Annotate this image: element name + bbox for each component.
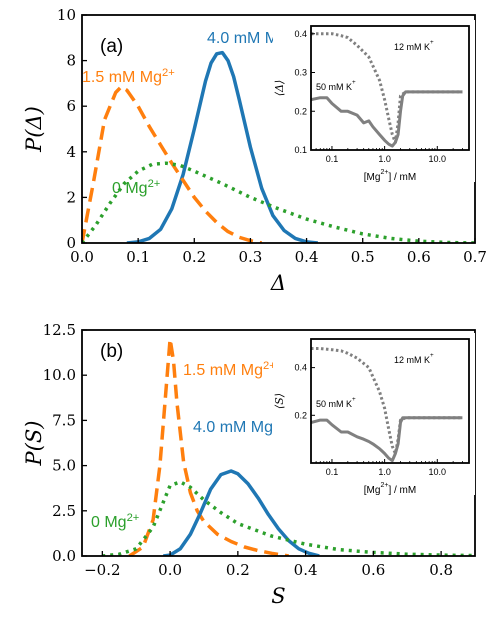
y-tick-label: 5.0	[52, 457, 76, 475]
inset-y-tick-label: 0.4	[294, 29, 307, 39]
inset-series-line-1	[311, 416, 463, 463]
x-tick-label: 0.0	[70, 248, 94, 266]
series-line-0	[128, 337, 289, 556]
y-tick-label: 6	[66, 97, 76, 115]
x-tick-label: 0.4	[295, 248, 319, 266]
series-label-1-text: 1.5 mM Mg	[82, 69, 162, 86]
inset-series-label-0-text: 12 mM K	[394, 42, 430, 52]
inset-x-tick-label: 1.0	[378, 154, 391, 164]
series-label-1: 4.0 mM Mg2+	[193, 417, 286, 436]
panel-a: 4.0 mM Mg2+1.5 mM Mg2+0 Mg2+0.00.10.20.3…	[22, 6, 487, 295]
y-tick-label: 0.0	[52, 547, 76, 565]
inset: 12 mM K+50 mM K+0.1 1.0 10.00.10.20.30.4[M…	[273, 20, 475, 183]
series-line-1	[82, 85, 263, 243]
series-label-2-text: 0 Mg	[91, 514, 127, 531]
inset-x-axis-label-sup: 2+	[380, 482, 388, 489]
y-axis-label: P(Δ)	[22, 106, 46, 153]
x-tick-label: 0.6	[361, 561, 385, 579]
x-tick-label: −0.2	[84, 561, 120, 579]
series-line-1	[163, 469, 320, 556]
series-line-2	[82, 161, 475, 243]
inset-series-label-1: 50 mM K+	[316, 79, 356, 92]
inset-y-tick-label: 0.2	[294, 106, 307, 116]
y-tick-label: 7.5	[52, 411, 76, 429]
inset-y-tick-label: 0.2	[294, 410, 307, 420]
series-label-1-text: 4.0 mM Mg	[193, 419, 273, 436]
inset-series-label-0-text: 12 mM K	[394, 355, 430, 365]
panel-label: (b)	[100, 341, 123, 362]
inset-x-tick-label: 10.0	[429, 467, 447, 477]
inset-series-label-1-text: 50 mM K	[316, 82, 352, 92]
y-tick-label: 2.5	[52, 502, 76, 520]
inset-x-tick-label: 0.1	[326, 154, 339, 164]
inset-x-axis-label-tail: ] / mM	[388, 485, 416, 496]
x-tick-label: 0.2	[226, 561, 250, 579]
inset-x-tick-label: 0.1	[326, 467, 339, 477]
x-axis-label: Δ	[270, 271, 286, 295]
inset-y-axis-label: ⟨Δ⟩	[273, 80, 286, 97]
series-label-0: 1.5 mM Mg2+	[183, 360, 276, 379]
series-label-0-text: 4.0 mM Mg	[207, 30, 287, 47]
inset-x-axis-label: [Mg2+] / mM	[364, 169, 416, 183]
x-tick-label: 0.0	[158, 561, 182, 579]
inset-x-axis-label-text: [Mg	[364, 172, 381, 183]
inset-frame	[310, 25, 470, 151]
x-tick-label: 0.2	[182, 248, 206, 266]
inset-series-label-1: 50 mM K+	[316, 396, 356, 409]
inset-x-axis-label-text: [Mg	[364, 485, 381, 496]
inset-series-label-1-text: 50 mM K	[316, 399, 352, 409]
inset-series-label-1-sup: +	[352, 79, 356, 86]
inset-frame	[310, 338, 470, 464]
x-tick-label: 0.8	[429, 561, 453, 579]
series-label-1-sup: 2+	[162, 67, 175, 79]
inset-series-label-0: 12 mM K+	[394, 352, 434, 365]
y-tick-label: 12.5	[43, 321, 76, 339]
series-line-2	[102, 480, 475, 556]
inset-y-tick-label: 0.1	[294, 145, 307, 155]
y-tick-label: 0	[66, 234, 76, 252]
inset-y-axis-label: ⟨S⟩	[273, 393, 286, 409]
inset-y-tick-label: 0.3	[294, 68, 307, 78]
inset-series-label-0-sup: +	[430, 352, 434, 359]
y-tick-label: 4	[66, 143, 76, 161]
series-label-2-sup: 2+	[148, 178, 161, 190]
inset-series-label-1-sup: +	[352, 396, 356, 403]
inset-x-axis-label-tail: ] / mM	[388, 172, 416, 183]
panel-b: 1.5 mM Mg2+4.0 mM Mg2+0 Mg2+−0.20.00.20.…	[22, 321, 476, 608]
series-line-0	[126, 50, 318, 243]
y-tick-label: 2	[66, 188, 76, 206]
y-axis-label: P(S)	[22, 421, 46, 467]
inset-series-line-1	[311, 90, 463, 148]
series-label-2-text: 0 Mg	[112, 180, 148, 197]
inset-x-axis-label-sup: 2+	[380, 169, 388, 176]
inset-series-line-0	[311, 32, 463, 144]
y-tick-label: 8	[66, 52, 76, 70]
series-label-2: 0 Mg2+	[91, 512, 139, 531]
inset-series-label-0-sup: +	[430, 39, 434, 46]
x-tick-label: 0.5	[351, 248, 375, 266]
y-tick-label: 10.0	[43, 366, 76, 384]
x-tick-label: 0.4	[294, 561, 318, 579]
inset-background	[273, 20, 475, 182]
inset-x-tick-label: 1.0	[378, 467, 391, 477]
inset-series-label-0: 12 mM K+	[394, 39, 434, 52]
x-tick-label: 0.7	[463, 248, 487, 266]
y-tick-label: 10	[57, 6, 76, 24]
series-label-1: 1.5 mM Mg2+	[82, 67, 175, 86]
inset: 12 mM K+50 mM K+0.1 1.0 10.00.20.4[Mg2+] /…	[273, 333, 475, 496]
inset-background	[273, 333, 475, 495]
inset-y-tick-label: 0.4	[294, 363, 307, 373]
x-tick-label: 0.6	[407, 248, 431, 266]
x-tick-label: 0.1	[126, 248, 150, 266]
panel-label: (a)	[100, 36, 123, 57]
series-label-0-text: 1.5 mM Mg	[183, 362, 263, 379]
x-axis-label: S	[271, 584, 285, 608]
series-label-2-sup: 2+	[127, 512, 140, 524]
inset-x-axis-label: [Mg2+] / mM	[364, 482, 416, 496]
series-label-2: 0 Mg2+	[112, 178, 160, 197]
series-label-0-sup: 2+	[263, 360, 276, 372]
x-tick-label: 0.3	[238, 248, 262, 266]
inset-x-tick-label: 10.0	[429, 154, 447, 164]
